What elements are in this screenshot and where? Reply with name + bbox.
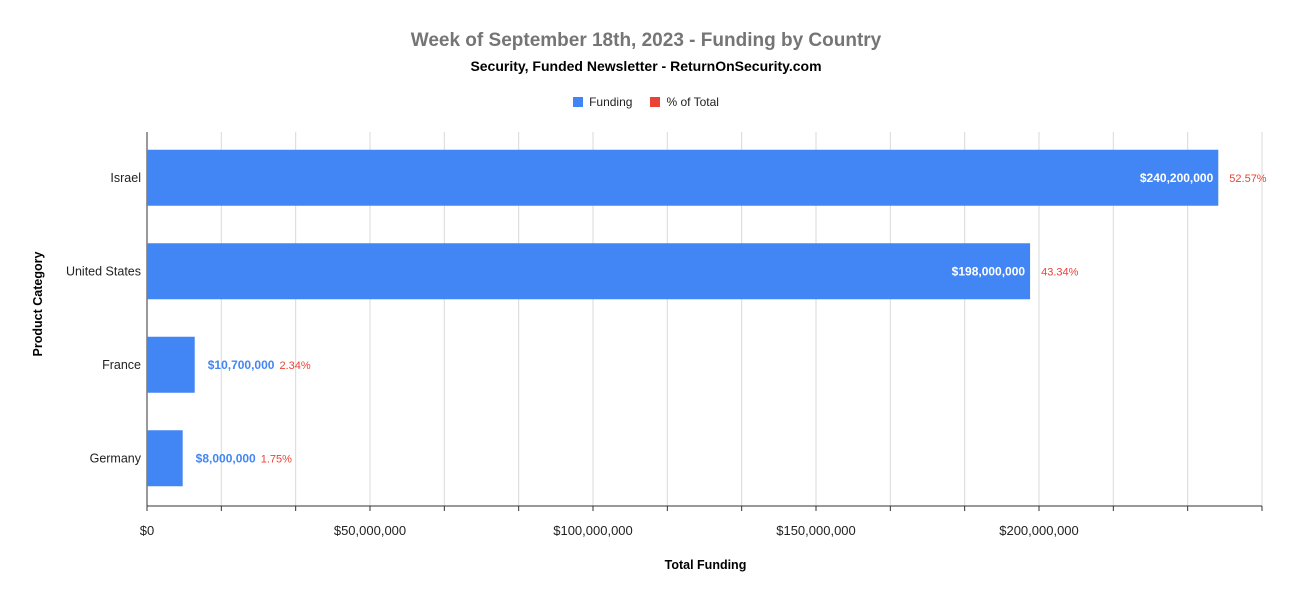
value-label: $8,000,000 (196, 451, 256, 465)
bar-united-states[interactable] (147, 243, 1031, 300)
category-label: Germany (90, 451, 142, 465)
legend-item-percent[interactable]: % of Total (650, 95, 719, 109)
percent-label: 43.34% (1041, 266, 1079, 278)
legend-label-percent: % of Total (666, 95, 719, 109)
legend-label-funding: Funding (589, 95, 633, 109)
category-label: France (102, 358, 141, 372)
category-label: United States (66, 264, 141, 278)
legend: Funding % of Total (0, 95, 1292, 109)
legend-swatch-percent (650, 97, 661, 107)
category-label: Israel (110, 171, 141, 185)
x-tick-label: $200,000,000 (999, 523, 1079, 538)
x-tick-label: $0 (140, 523, 154, 538)
x-tick-label: $150,000,000 (776, 523, 856, 538)
x-tick-label: $100,000,000 (553, 523, 633, 538)
value-label: $198,000,000 (952, 264, 1026, 278)
bar-france[interactable] (147, 336, 195, 393)
x-tick-label: $50,000,000 (334, 523, 406, 538)
bar-israel[interactable] (147, 149, 1219, 206)
x-axis-title: Total Funding (665, 558, 747, 572)
chart-title: Week of September 18th, 2023 - Funding b… (410, 30, 882, 51)
value-label: $240,200,000 (1140, 171, 1214, 185)
y-axis-title: Product Category (31, 252, 45, 357)
legend-swatch-funding (573, 97, 584, 107)
legend-item-funding[interactable]: Funding (573, 95, 632, 109)
value-label: $10,700,000 (208, 358, 275, 372)
percent-label: 52.57% (1229, 173, 1267, 185)
percent-label: 1.75% (261, 453, 292, 465)
bar-germany[interactable] (147, 430, 183, 487)
percent-label: 2.34% (279, 360, 310, 372)
chart-subtitle: Security, Funded Newsletter - ReturnOnSe… (470, 58, 822, 74)
